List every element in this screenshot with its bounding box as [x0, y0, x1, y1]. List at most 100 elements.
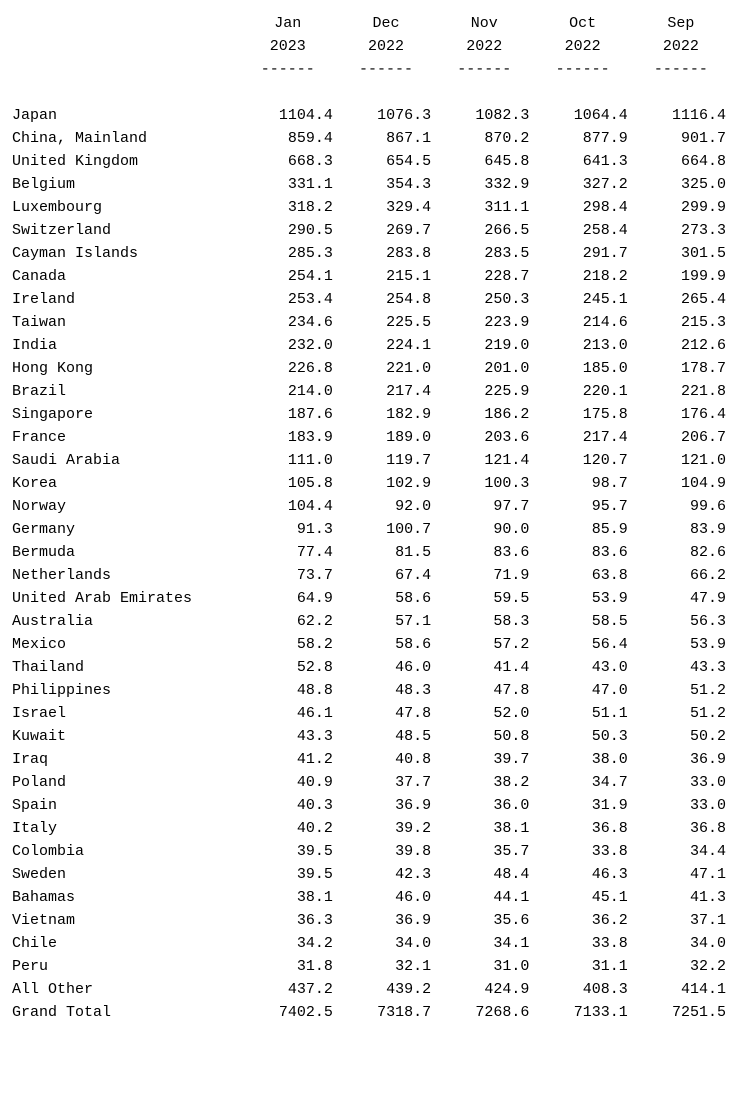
table-row: United Kingdom668.3654.5645.8641.3664.8	[10, 150, 734, 173]
value-cell: 221.0	[341, 357, 439, 380]
value-cell: 221.8	[636, 380, 734, 403]
table-row: United Arab Emirates64.958.659.553.947.9	[10, 587, 734, 610]
country-label: Luxembourg	[10, 196, 243, 219]
value-cell: 201.0	[439, 357, 537, 380]
value-cell: 39.8	[341, 840, 439, 863]
value-cell: 253.4	[243, 288, 341, 311]
value-cell: 40.9	[243, 771, 341, 794]
table-row: Sweden39.542.348.446.347.1	[10, 863, 734, 886]
value-cell: 39.2	[341, 817, 439, 840]
value-cell: 83.6	[439, 541, 537, 564]
country-label: Poland	[10, 771, 243, 794]
value-cell: 1082.3	[439, 104, 537, 127]
rule-0: ------	[243, 58, 341, 81]
value-cell: 206.7	[636, 426, 734, 449]
value-cell: 47.0	[537, 679, 635, 702]
value-cell: 56.4	[537, 633, 635, 656]
col-month-3: Oct	[537, 12, 635, 35]
col-year-4: 2022	[636, 35, 734, 58]
holdings-table: Jan Dec Nov Oct Sep 2023 2022 2022 2022 …	[10, 12, 734, 1024]
value-cell: 273.3	[636, 219, 734, 242]
value-cell: 38.2	[439, 771, 537, 794]
table-row: Switzerland290.5269.7266.5258.4273.3	[10, 219, 734, 242]
table-row: Netherlands73.767.471.963.866.2	[10, 564, 734, 587]
header-rule-row: ------ ------ ------ ------ ------	[10, 58, 734, 81]
table-row: Thailand52.846.041.443.043.3	[10, 656, 734, 679]
value-cell: 100.7	[341, 518, 439, 541]
value-cell: 283.8	[341, 242, 439, 265]
value-cell: 47.9	[636, 587, 734, 610]
country-label: Kuwait	[10, 725, 243, 748]
value-cell: 318.2	[243, 196, 341, 219]
value-cell: 36.8	[537, 817, 635, 840]
value-cell: 31.0	[439, 955, 537, 978]
value-cell: 50.2	[636, 725, 734, 748]
value-cell: 7133.1	[537, 1001, 635, 1024]
value-cell: 214.0	[243, 380, 341, 403]
rule-2: ------	[439, 58, 537, 81]
value-cell: 47.8	[439, 679, 537, 702]
table-row: Singapore187.6182.9186.2175.8176.4	[10, 403, 734, 426]
value-cell: 92.0	[341, 495, 439, 518]
value-cell: 58.3	[439, 610, 537, 633]
country-label: Switzerland	[10, 219, 243, 242]
value-cell: 102.9	[341, 472, 439, 495]
value-cell: 217.4	[537, 426, 635, 449]
table-row: Spain40.336.936.031.933.0	[10, 794, 734, 817]
table-row: Taiwan234.6225.5223.9214.6215.3	[10, 311, 734, 334]
col-month-2: Nov	[439, 12, 537, 35]
table-row: Brazil214.0217.4225.9220.1221.8	[10, 380, 734, 403]
value-cell: 40.3	[243, 794, 341, 817]
value-cell: 81.5	[341, 541, 439, 564]
value-cell: 37.7	[341, 771, 439, 794]
country-label: Philippines	[10, 679, 243, 702]
value-cell: 48.4	[439, 863, 537, 886]
value-cell: 91.3	[243, 518, 341, 541]
value-cell: 199.9	[636, 265, 734, 288]
country-label: Colombia	[10, 840, 243, 863]
value-cell: 59.5	[439, 587, 537, 610]
table-row: Korea105.8102.9100.398.7104.9	[10, 472, 734, 495]
country-label: United Kingdom	[10, 150, 243, 173]
country-label: Singapore	[10, 403, 243, 426]
value-cell: 1064.4	[537, 104, 635, 127]
value-cell: 36.0	[439, 794, 537, 817]
table-header: Jan Dec Nov Oct Sep 2023 2022 2022 2022 …	[10, 12, 734, 104]
value-cell: 39.7	[439, 748, 537, 771]
value-cell: 437.2	[243, 978, 341, 1001]
value-cell: 44.1	[439, 886, 537, 909]
value-cell: 186.2	[439, 403, 537, 426]
value-cell: 56.3	[636, 610, 734, 633]
value-cell: 51.1	[537, 702, 635, 725]
value-cell: 331.1	[243, 173, 341, 196]
value-cell: 105.8	[243, 472, 341, 495]
value-cell: 182.9	[341, 403, 439, 426]
rule-4: ------	[636, 58, 734, 81]
value-cell: 48.8	[243, 679, 341, 702]
value-cell: 654.5	[341, 150, 439, 173]
table-row: Canada254.1215.1228.7218.2199.9	[10, 265, 734, 288]
value-cell: 40.2	[243, 817, 341, 840]
col-month-4: Sep	[636, 12, 734, 35]
value-cell: 85.9	[537, 518, 635, 541]
value-cell: 37.1	[636, 909, 734, 932]
table-row: China, Mainland859.4867.1870.2877.9901.7	[10, 127, 734, 150]
value-cell: 83.9	[636, 518, 734, 541]
country-label: Bahamas	[10, 886, 243, 909]
table-row: Grand Total7402.57318.77268.67133.17251.…	[10, 1001, 734, 1024]
value-cell: 189.0	[341, 426, 439, 449]
country-label: Mexico	[10, 633, 243, 656]
value-cell: 870.2	[439, 127, 537, 150]
value-cell: 36.9	[341, 794, 439, 817]
table-row: Iraq41.240.839.738.036.9	[10, 748, 734, 771]
country-label: Hong Kong	[10, 357, 243, 380]
table-row: Kuwait43.348.550.850.350.2	[10, 725, 734, 748]
table-row: Bahamas38.146.044.145.141.3	[10, 886, 734, 909]
value-cell: 291.7	[537, 242, 635, 265]
country-label: Thailand	[10, 656, 243, 679]
table-row: Hong Kong226.8221.0201.0185.0178.7	[10, 357, 734, 380]
value-cell: 901.7	[636, 127, 734, 150]
value-cell: 424.9	[439, 978, 537, 1001]
value-cell: 215.1	[341, 265, 439, 288]
country-label: Israel	[10, 702, 243, 725]
